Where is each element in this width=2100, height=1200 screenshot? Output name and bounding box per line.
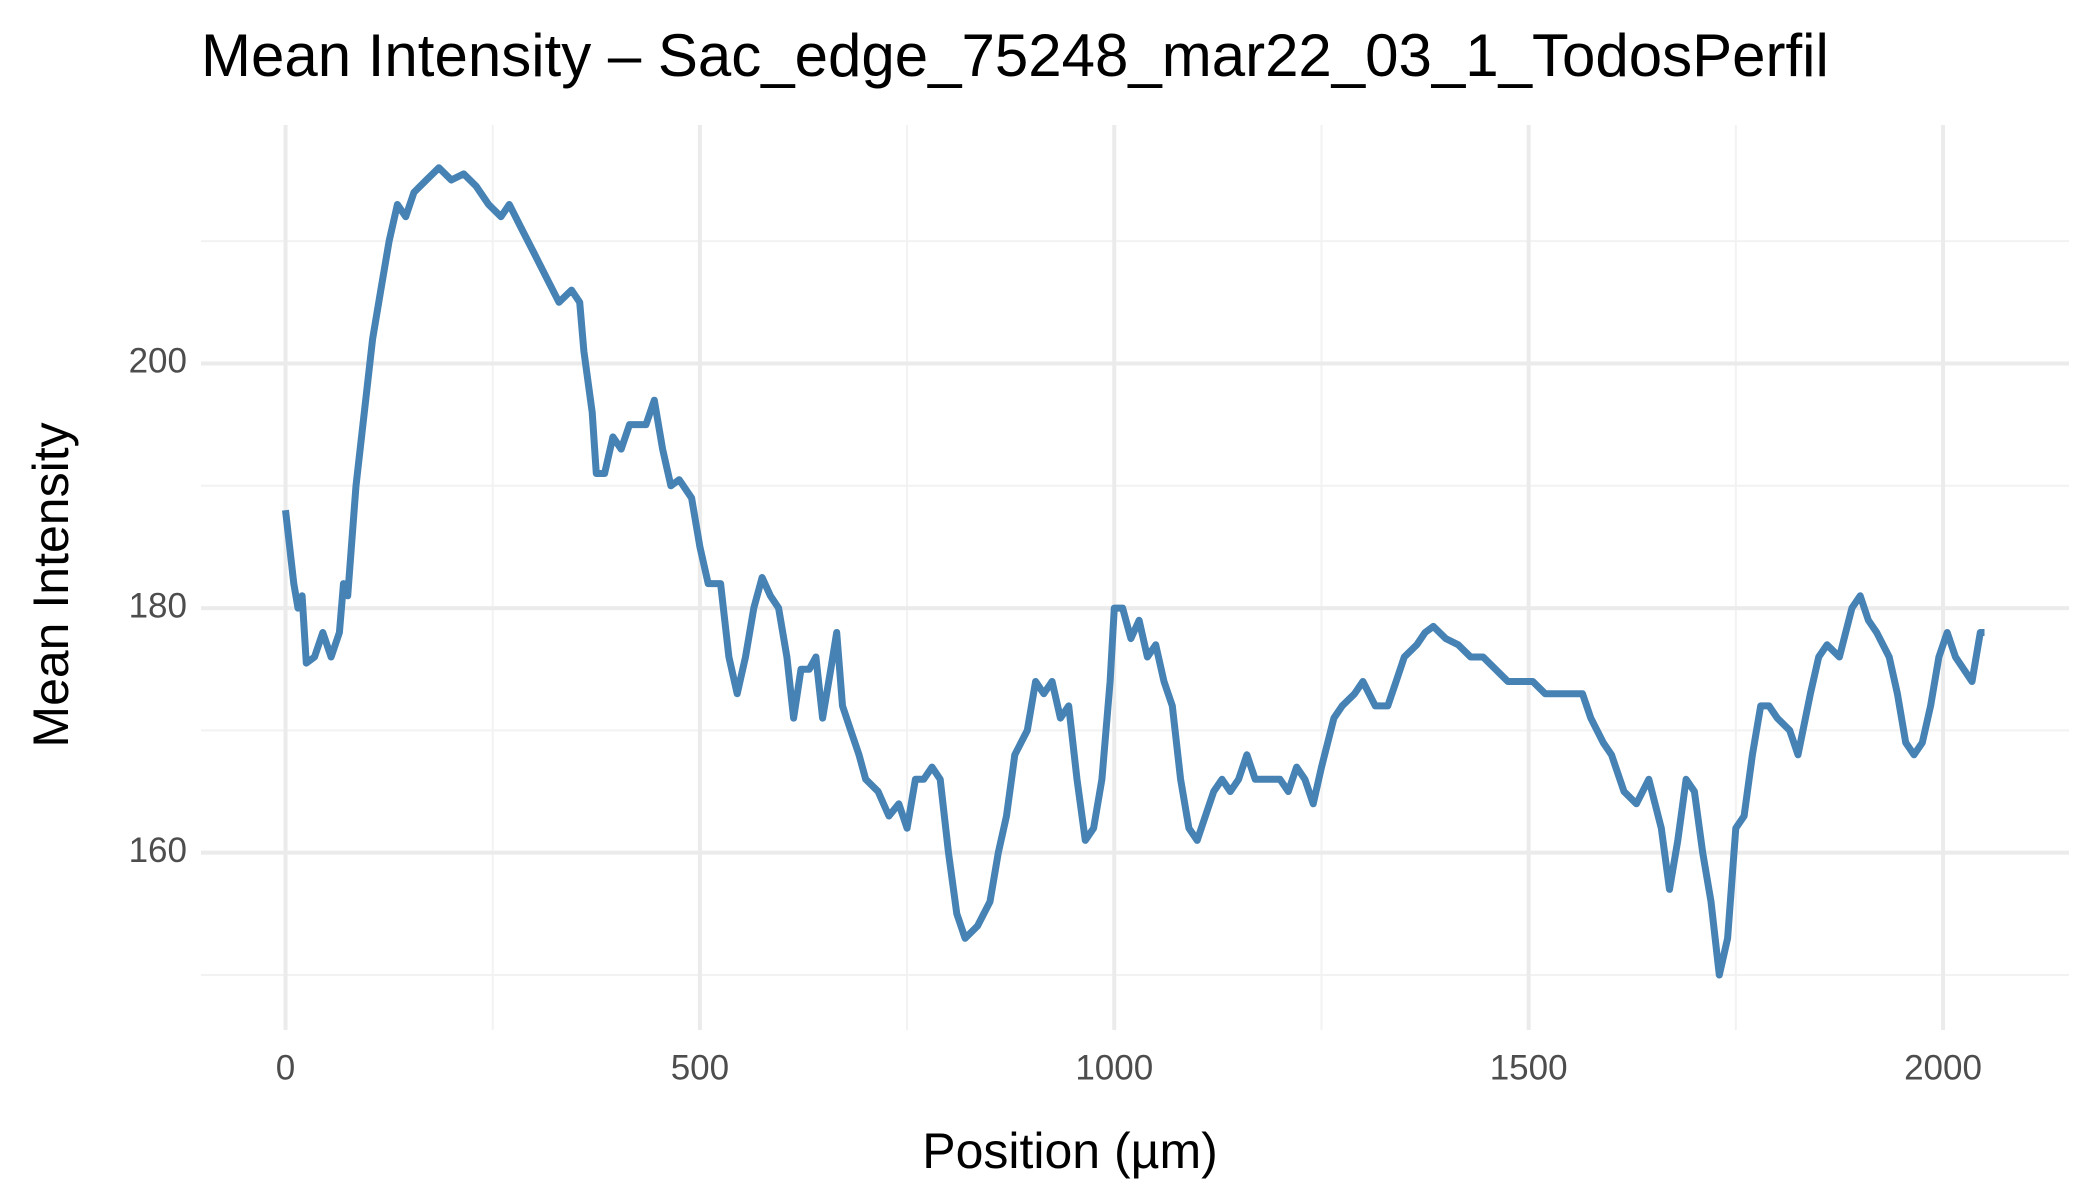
x-tick-label: 1000 bbox=[1075, 1048, 1153, 1087]
x-axis-title: Position (µm) bbox=[922, 1123, 1218, 1179]
y-tick-label: 160 bbox=[129, 831, 187, 870]
y-tick-label: 180 bbox=[129, 586, 187, 625]
y-tick-label: 200 bbox=[129, 342, 187, 381]
x-tick-label: 2000 bbox=[1904, 1048, 1982, 1087]
x-tick-label: 500 bbox=[671, 1048, 729, 1087]
x-tick-label: 0 bbox=[276, 1048, 295, 1087]
x-tick-label: 1500 bbox=[1490, 1048, 1568, 1087]
data-line bbox=[282, 164, 1985, 979]
chart-title: Mean Intensity – Sac_edge_75248_mar22_03… bbox=[201, 22, 1829, 89]
y-axis-title: Mean Intensity bbox=[23, 422, 79, 747]
